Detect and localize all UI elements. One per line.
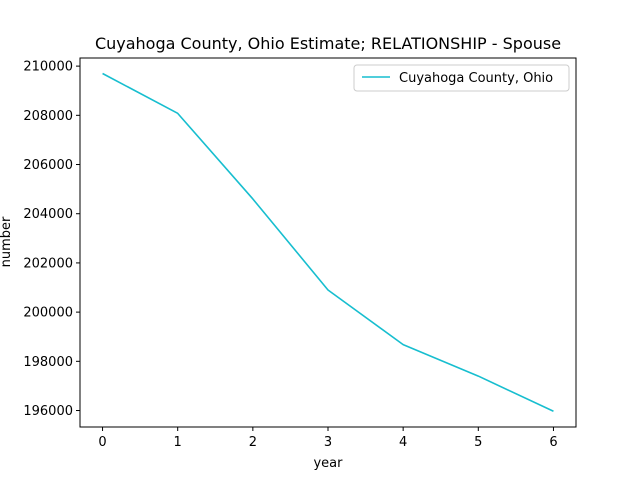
y-tick-label-7: 210000 (23, 60, 73, 75)
y-tick-label-5: 206000 (23, 158, 73, 173)
x-tick-label-0: 0 (98, 435, 106, 450)
x-tick-label-5: 5 (474, 435, 482, 450)
series-line (102, 72, 554, 412)
y-tick-label-1: 198000 (23, 355, 73, 370)
chart-title: Cuyahoga County, Ohio Estimate; RELATION… (95, 34, 561, 53)
x-tick-label-2: 2 (249, 435, 257, 450)
y-tick-label-2: 200000 (23, 306, 73, 321)
y-tick-label-6: 208000 (23, 109, 73, 124)
y-axis-ticks: 196000 198000 200000 202000 204000 206000 2080… (23, 60, 80, 419)
plot-frame (79, 57, 577, 428)
x-tick-label-6: 6 (549, 435, 557, 450)
x-tick-label-3: 3 (324, 435, 332, 450)
x-tick-label-4: 4 (399, 435, 407, 450)
x-axis-title: year (313, 456, 343, 471)
y-tick-label-3: 202000 (23, 256, 73, 271)
legend: Cuyahoga County, Ohio (353, 64, 570, 92)
y-axis-title: number (0, 216, 14, 267)
y-tick-label-4: 204000 (23, 207, 73, 222)
x-axis-ticks: 0 1 2 3 4 5 6 (98, 427, 558, 450)
x-tick-label-1: 1 (174, 435, 182, 450)
legend-box (353, 64, 570, 92)
y-tick-label-0: 196000 (23, 404, 73, 419)
legend-label: Cuyahoga County, Ohio (399, 71, 553, 86)
